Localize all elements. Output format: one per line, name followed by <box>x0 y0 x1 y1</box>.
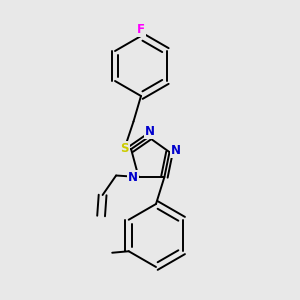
Text: S: S <box>120 142 129 155</box>
Text: N: N <box>145 125 155 138</box>
Text: F: F <box>137 23 145 36</box>
Text: N: N <box>170 144 181 158</box>
Text: N: N <box>128 171 138 184</box>
